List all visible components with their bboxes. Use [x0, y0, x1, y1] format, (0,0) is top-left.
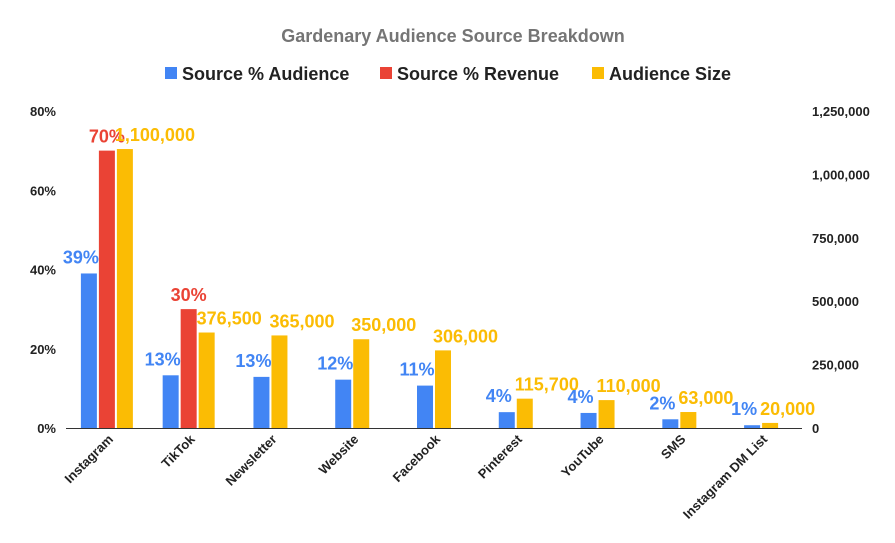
data-label: 39%: [63, 247, 99, 267]
data-label: 12%: [317, 354, 353, 374]
bar-source-audience-1: [162, 375, 179, 428]
data-label: 1%: [731, 399, 757, 419]
y-right-tick-label: 750,000: [812, 231, 859, 246]
y-left-tick-label: 40%: [30, 263, 56, 278]
data-label: 2%: [649, 393, 675, 413]
data-labels: 39% 70%1,100,000 13% 30% 376,500 13% 365,000 12…: [63, 125, 815, 419]
data-label: 13%: [235, 351, 271, 371]
y-right-tick-label: 1,000,000: [812, 167, 870, 182]
y-left-tick-label: 20%: [30, 342, 56, 357]
bar-source-audience-6: [580, 412, 597, 428]
x-tick-label: Instagram DM List: [680, 431, 771, 522]
bar-source-revenue-0: [98, 150, 115, 428]
y-right-tick-label: 1,250,000: [812, 104, 870, 119]
x-tick-label: YouTube: [558, 432, 607, 481]
bar-source-audience-0: [80, 273, 97, 428]
data-label: 306,000: [433, 326, 498, 346]
x-tick-label: TikTok: [158, 431, 198, 471]
y-left-tick-label: 0%: [37, 421, 56, 436]
y-left-tick-label: 60%: [30, 183, 56, 198]
data-label: 13%: [145, 349, 181, 369]
legend-label-1: Source % Revenue: [397, 64, 559, 84]
bar-audience-size-8: [762, 422, 779, 428]
legend-swatch-2: [592, 67, 604, 79]
x-tick-label: Facebook: [390, 431, 444, 485]
data-label: 365,000: [269, 311, 334, 331]
data-label: 1,100,000: [115, 125, 195, 145]
data-label: 4%: [568, 387, 594, 407]
y-right-tick-label: 0: [812, 421, 819, 436]
x-tick-label: Instagram: [61, 432, 116, 487]
data-label: 4%: [486, 386, 512, 406]
legend-label-0: Source % Audience: [182, 64, 349, 84]
legend-swatch-0: [165, 67, 177, 79]
bar-audience-size-3: [353, 339, 370, 428]
bar-source-audience-5: [498, 412, 515, 428]
bar-audience-size-2: [271, 335, 288, 428]
bar-audience-size-1: [198, 332, 215, 428]
bar-audience-size-6: [598, 400, 615, 428]
data-label: 20,000: [760, 399, 815, 419]
data-label: 63,000: [678, 388, 733, 408]
bar-audience-size-5: [516, 398, 533, 428]
bars: [80, 149, 779, 429]
y-right-tick-label: 500,000: [812, 294, 859, 309]
bar-source-audience-8: [744, 425, 761, 428]
x-tick-label: Pinterest: [475, 431, 525, 481]
bar-audience-size-0: [116, 149, 133, 429]
axes: 0% 20% 40% 60% 80% 0 250,000 500,000 750,000 1,00…: [30, 104, 870, 522]
legend-label-2: Audience Size: [609, 64, 731, 84]
data-label: 376,500: [197, 309, 262, 329]
y-right-tick-label: 250,000: [812, 358, 859, 373]
data-label: 70%: [89, 127, 125, 147]
bar-audience-size-4: [435, 350, 451, 428]
y-left-tick-label: 80%: [30, 104, 56, 119]
bar-source-revenue-1: [180, 309, 197, 428]
data-label: 30%: [171, 285, 207, 305]
bar-source-audience-3: [335, 379, 352, 428]
data-label: 110,000: [597, 376, 661, 396]
bar-source-audience-4: [417, 385, 433, 428]
x-tick-label: Newsletter: [222, 432, 279, 489]
legend: Source % Audience Source % Revenue Audienc…: [165, 64, 731, 84]
bar-source-audience-2: [253, 376, 270, 428]
bar-source-audience-7: [662, 419, 679, 428]
data-label: 350,000: [351, 315, 416, 335]
chart-title: Gardenary Audience Source Breakdown: [281, 26, 624, 46]
x-tick-label: Website: [316, 432, 362, 478]
x-tick-label: SMS: [658, 431, 689, 462]
data-label: 115,700: [515, 375, 579, 395]
legend-swatch-1: [380, 67, 392, 79]
data-label: 11%: [399, 360, 434, 380]
bar-audience-size-7: [680, 412, 697, 428]
